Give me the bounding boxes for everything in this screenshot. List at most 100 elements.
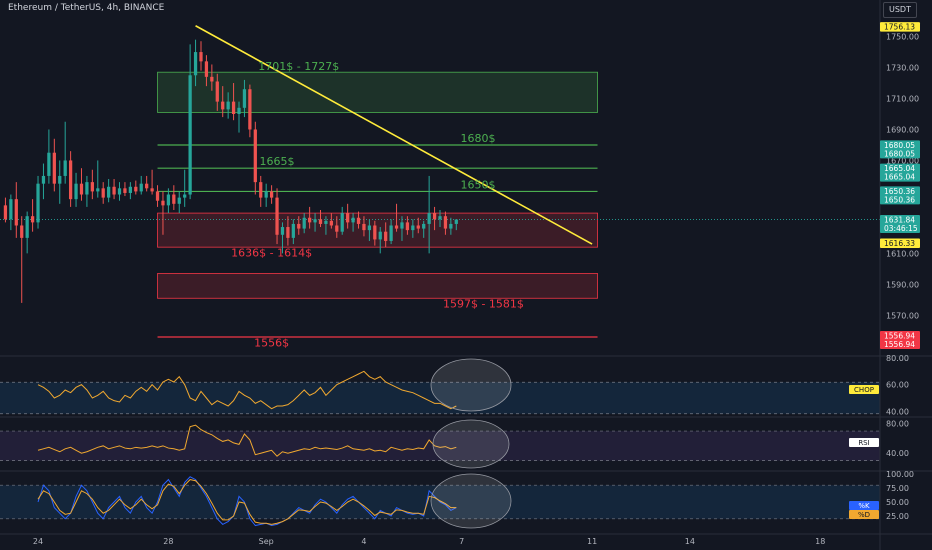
candle xyxy=(112,179,116,200)
candle-body xyxy=(318,219,323,224)
candle-body xyxy=(432,213,437,220)
candle-body xyxy=(117,188,122,195)
price-tag-text: 1631.84 xyxy=(884,216,915,225)
symbol-title: Ethereum / TetherUS, 4h, BINANCE xyxy=(8,3,165,13)
candle-body xyxy=(291,223,295,238)
candle xyxy=(150,169,154,195)
price-tag-text: 1680.05 xyxy=(884,149,915,158)
price-tag-text: 1616.33 xyxy=(884,239,915,248)
candle-body xyxy=(74,183,78,200)
candle-body xyxy=(259,182,263,198)
candle xyxy=(221,86,225,118)
candle xyxy=(346,203,350,229)
price-tick-label: 1750.00 xyxy=(886,33,919,42)
candle-body xyxy=(443,216,448,229)
candle xyxy=(79,168,84,201)
level-label: 1665$ xyxy=(260,155,295,168)
candle xyxy=(297,216,301,235)
candle xyxy=(405,216,410,235)
candle xyxy=(384,222,388,248)
candle xyxy=(400,216,404,241)
candle-body xyxy=(3,205,8,220)
candle xyxy=(449,217,453,235)
indicator-band xyxy=(0,431,880,461)
candle-body xyxy=(313,219,317,223)
price-tag-text: 1650.36 xyxy=(884,187,915,196)
candle xyxy=(36,175,40,229)
candle xyxy=(199,41,203,71)
candle xyxy=(275,188,279,245)
indicator-layer xyxy=(0,358,880,529)
candle-body xyxy=(378,231,382,240)
candle-body xyxy=(411,225,415,231)
candle xyxy=(351,213,355,232)
candle xyxy=(438,210,442,228)
price-tag-text: 1556.94 xyxy=(884,340,915,349)
candle xyxy=(253,121,257,195)
candle xyxy=(183,169,187,207)
candle xyxy=(302,213,306,234)
level-label: 1701$ - 1727$ xyxy=(258,60,339,73)
candle-body xyxy=(373,225,377,240)
candle-body xyxy=(166,194,171,206)
candle-body xyxy=(52,152,56,184)
indicator-tick-label: 100.00 xyxy=(886,470,914,479)
candle xyxy=(101,182,105,204)
price-tag xyxy=(880,331,920,350)
candle-body xyxy=(25,216,29,238)
candle-body xyxy=(112,186,116,195)
level-label: 1680$ xyxy=(461,132,496,145)
time-tick-label: 7 xyxy=(459,537,464,546)
candle xyxy=(427,175,431,254)
candle-body xyxy=(150,188,154,192)
candle-body xyxy=(324,220,328,224)
highlight-ellipse xyxy=(432,419,510,469)
candle-body xyxy=(90,182,94,192)
candle xyxy=(242,79,247,118)
candle xyxy=(259,175,263,207)
candle-layer xyxy=(3,39,458,303)
candle xyxy=(155,185,160,207)
candle-body xyxy=(85,182,89,195)
time-tick-label: 11 xyxy=(587,537,597,546)
level-label: 1636$ - 1614$ xyxy=(231,246,312,259)
candle xyxy=(63,121,67,184)
price-tag-text: 03:46:15 xyxy=(884,224,918,233)
candle xyxy=(432,206,437,231)
candle xyxy=(41,163,46,200)
time-tick-label: 4 xyxy=(361,537,366,546)
indicator-tag xyxy=(849,501,879,510)
candle-body xyxy=(351,217,355,223)
price-tag xyxy=(880,140,920,159)
candle xyxy=(193,39,198,87)
candle-body xyxy=(199,52,203,62)
candle-body xyxy=(237,107,241,114)
candle xyxy=(443,211,448,235)
candle-body xyxy=(177,197,181,204)
candle-body xyxy=(438,216,442,220)
indicator-line xyxy=(37,479,457,525)
candle-body xyxy=(172,194,176,204)
indicator-tag xyxy=(849,438,879,447)
price-tag xyxy=(880,163,920,182)
candle-body xyxy=(422,223,426,229)
candle xyxy=(340,206,344,235)
candle xyxy=(269,185,274,204)
candle-body xyxy=(161,200,165,206)
time-tick-label: Sep xyxy=(259,537,274,546)
candle-body xyxy=(68,160,73,200)
indicator-line xyxy=(37,424,457,457)
candle xyxy=(394,203,399,232)
indicator-tag xyxy=(849,510,879,519)
candle-body xyxy=(14,199,18,226)
price-tag-text: 1680.05 xyxy=(884,141,915,150)
candle-body xyxy=(367,225,372,231)
candle xyxy=(20,216,24,303)
indicator-tick-label: 50.00 xyxy=(886,498,909,507)
price-tick-label: 1610.00 xyxy=(886,249,919,258)
candle xyxy=(367,219,372,241)
currency-button[interactable]: USDT xyxy=(883,2,917,18)
time-tick-label: 14 xyxy=(685,537,695,546)
trendline xyxy=(195,25,593,245)
